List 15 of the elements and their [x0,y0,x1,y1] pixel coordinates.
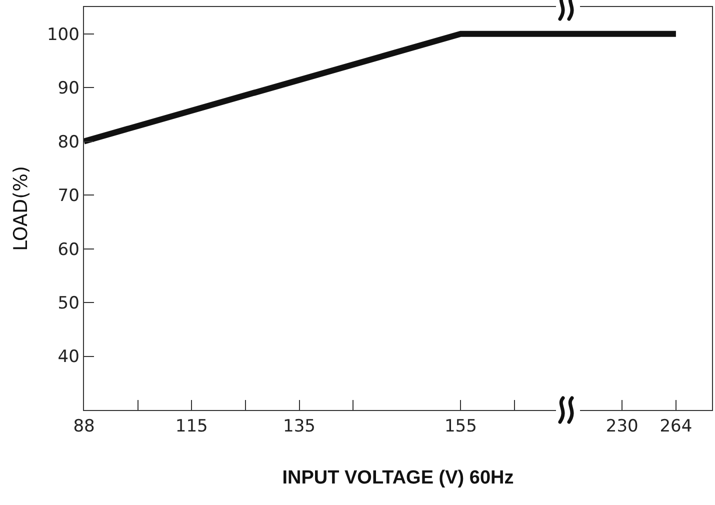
y-tick-label: 80 [58,132,80,152]
x-tick-label: 155 [444,416,477,437]
y-tick-label: 60 [58,240,80,260]
y-axis-title: LOAD(%) [10,166,32,252]
y-tick-label: 70 [58,186,80,206]
x-tick-label: 230 [606,416,638,437]
y-tick-label: 100 [46,24,80,45]
y-tick-label: 90 [58,78,80,99]
x-tick-label: 115 [175,416,208,437]
x-tick-label: 264 [660,416,692,437]
y-tick-label: 40 [58,347,80,368]
x-axis-title: INPUT VOLTAGE (V) 60Hz [282,467,514,488]
x-tick-label: 135 [283,416,316,437]
x-tick-label: 88 [73,416,95,437]
y-tick-label: 50 [58,293,80,314]
